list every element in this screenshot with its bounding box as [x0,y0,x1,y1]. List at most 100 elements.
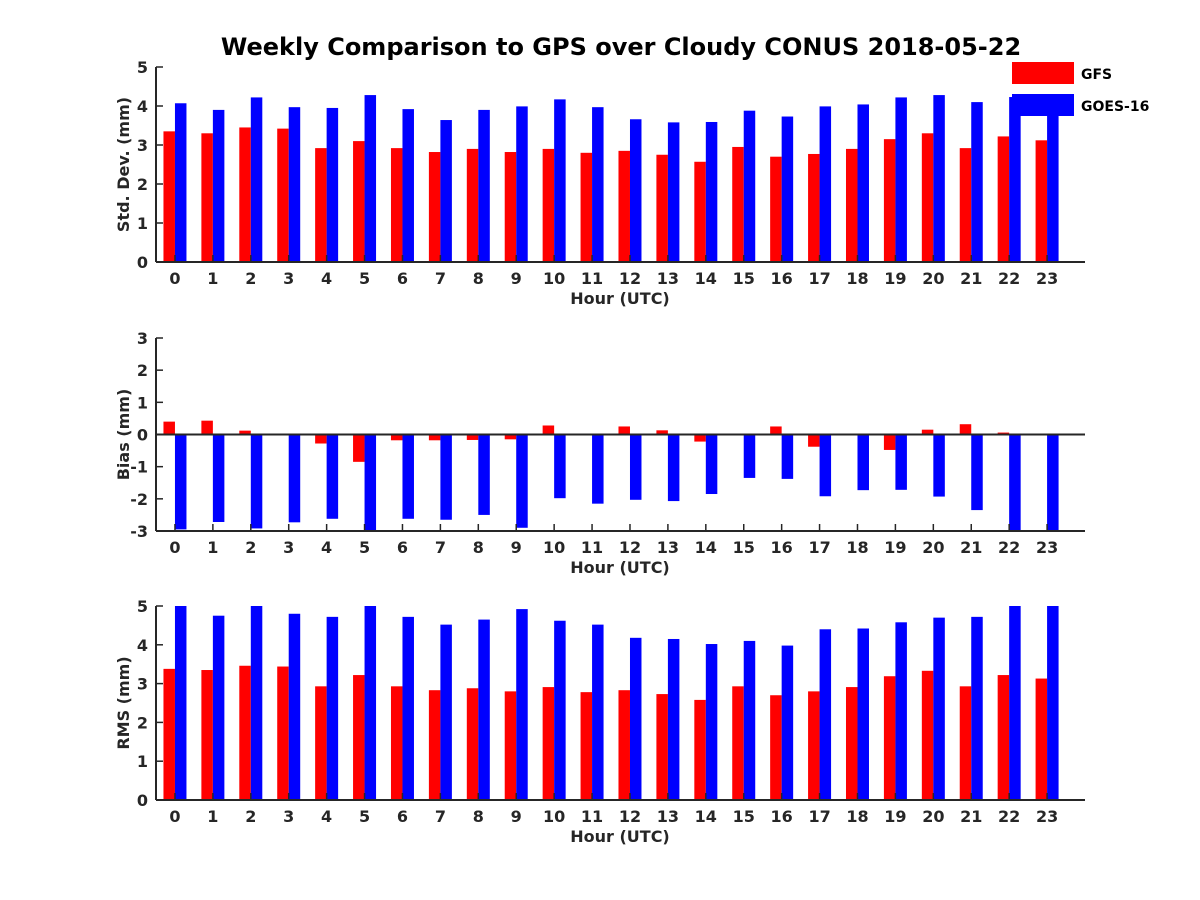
bar-gfs-21 [960,148,972,262]
bar-gfs-19 [884,435,896,450]
bar-goes16-21 [971,435,983,511]
bar-gfs-6 [391,148,403,262]
bar-gfs-5 [353,141,365,262]
y-tick-label: 4 [137,636,148,655]
bar-goes16-7 [440,435,452,520]
x-tick-label: 12 [619,269,641,288]
x-tick-label: 9 [511,807,522,826]
bar-gfs-18 [846,149,858,262]
legend-label-1: GOES-16 [1081,99,1149,115]
x-tick-label: 21 [960,538,982,557]
bar-goes16-22 [1009,435,1021,531]
y-tick-label: 2 [137,175,148,194]
bar-goes16-15 [744,111,756,262]
x-tick-label: 11 [581,269,603,288]
bar-gfs-0 [163,131,175,262]
x-tick-label: 13 [657,269,679,288]
bar-goes16-2 [251,606,262,800]
bar-gfs-10 [543,687,555,800]
y-tick-label: 3 [137,675,148,694]
bar-gfs-10 [543,149,555,262]
bar-goes16-12 [630,119,642,262]
bar-goes16-5 [365,606,377,800]
x-tick-label: 19 [884,807,906,826]
x-tick-label: 23 [1036,807,1058,826]
y-tick-label: -3 [130,522,148,541]
x-tick-label: 3 [283,807,294,826]
bar-goes16-14 [706,122,718,262]
x-tick-label: 21 [960,807,982,826]
x-tick-label: 5 [359,269,370,288]
bar-gfs-9 [505,691,516,800]
bar-goes16-15 [744,641,756,800]
x-tick-label: 7 [435,538,446,557]
y-tick-label: 2 [137,713,148,732]
bar-goes16-1 [213,110,225,262]
bar-goes16-21 [971,102,983,262]
bar-gfs-9 [505,152,516,262]
bar-gfs-1 [201,670,213,800]
x-axis-label: Hour (UTC) [570,289,670,308]
x-tick-label: 10 [543,807,565,826]
bar-gfs-12 [618,151,630,262]
x-tick-label: 8 [473,538,484,557]
x-tick-label: 1 [207,269,218,288]
bar-goes16-6 [402,435,414,519]
x-tick-label: 4 [321,538,332,557]
bar-goes16-19 [895,622,907,800]
bar-gfs-17 [808,691,820,800]
bar-goes16-16 [782,646,794,800]
y-axis-label: RMS (mm) [114,656,133,749]
bar-goes16-0 [175,606,187,800]
x-tick-label: 16 [771,269,793,288]
bar-goes16-23 [1047,606,1059,800]
bar-goes16-4 [327,617,339,800]
bar-gfs-13 [656,155,668,262]
x-tick-label: 2 [245,807,256,826]
x-tick-label: 1 [207,538,218,557]
bar-goes16-19 [895,435,907,490]
x-tick-label: 7 [435,807,446,826]
x-tick-label: 4 [321,807,332,826]
y-tick-label: 1 [137,393,148,412]
bar-gfs-16 [770,157,782,262]
x-tick-label: 17 [808,807,830,826]
bar-goes16-8 [478,620,490,800]
bar-goes16-15 [744,435,756,478]
bar-gfs-19 [884,676,896,800]
y-tick-label: 0 [137,253,148,272]
x-tick-label: 15 [733,807,755,826]
x-tick-label: 13 [657,807,679,826]
bar-goes16-20 [933,618,945,800]
bar-gfs-14 [694,435,706,442]
bar-goes16-21 [971,617,983,800]
x-tick-label: 1 [207,807,218,826]
x-tick-label: 21 [960,269,982,288]
bar-goes16-17 [820,435,832,497]
bar-goes16-12 [630,435,642,500]
x-tick-label: 6 [397,807,408,826]
bar-gfs-5 [353,675,365,800]
bar-gfs-22 [998,675,1010,800]
x-tick-label: 8 [473,269,484,288]
bar-goes16-3 [289,614,301,800]
x-tick-label: 18 [846,807,868,826]
bar-goes16-4 [327,435,339,519]
y-axis-label: Bias (mm) [114,389,133,481]
bar-goes16-1 [213,435,225,522]
x-tick-label: 3 [283,269,294,288]
x-tick-label: 3 [283,538,294,557]
bar-gfs-14 [694,700,706,800]
bar-gfs-4 [315,435,327,444]
bar-goes16-2 [251,97,262,262]
bar-goes16-11 [592,107,604,262]
x-tick-label: 23 [1036,538,1058,557]
bar-goes16-17 [820,629,832,800]
x-tick-label: 20 [922,538,944,557]
y-tick-label: 3 [137,329,148,348]
bar-gfs-19 [884,139,896,262]
bar-gfs-5 [353,435,365,462]
x-tick-label: 10 [543,538,565,557]
bar-goes16-7 [440,625,452,800]
bar-goes16-11 [592,625,604,800]
